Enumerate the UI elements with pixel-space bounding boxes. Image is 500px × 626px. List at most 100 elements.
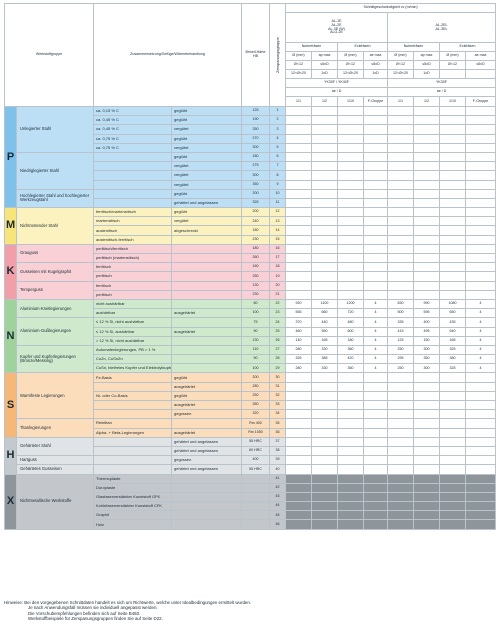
speed-value-cell: [311, 243, 338, 255]
speed-value-cell: 325: [285, 354, 312, 365]
zerspanungsgruppe-cell: 8: [269, 170, 286, 181]
table-row: N Aluminium-Knetlegierungen nicht aushärtb…: [4, 298, 496, 374]
eckfraesen-left: Eckfräsen: [337, 42, 388, 52]
speed-value-cell: [387, 133, 414, 144]
speed-value-cell: [337, 216, 364, 227]
speed-value-cell: [465, 464, 496, 475]
treatment-cell: [171, 482, 242, 493]
table-row: gehärtet und angelassen 60 HRC 38: [5, 445, 496, 457]
speed-value-cell: [363, 151, 388, 163]
table-row: Gusseisen mit Kugelgraphit ferritisch 160 1…: [5, 262, 496, 282]
speed-value-cell: [285, 289, 312, 300]
hardness-cell: 55 HRC: [241, 464, 270, 475]
speed-value-cell: [337, 519, 364, 530]
speed-value-cell: [387, 197, 414, 209]
speed-value-cell: [311, 491, 338, 503]
table-row: Niedriglegierter Stahl geglüht 180 6: [5, 151, 496, 190]
speed-value-cell: [413, 216, 440, 227]
speed-value-cell: [311, 234, 338, 245]
hardness-cell: 60: [241, 298, 270, 310]
composition-cell: ≤ 12 % Si, nicht aushärtbar: [93, 317, 172, 328]
speed-value-cell: [337, 142, 364, 153]
composition-cell: martensitisch: [93, 216, 172, 227]
table-row: Titanlegierungen Reintitan Rm 400 35: [5, 418, 496, 438]
speed-value-cell: [285, 436, 312, 447]
treatment-cell: vergütet: [171, 170, 242, 181]
speed-value-cell: [413, 151, 440, 163]
zerspanungsgruppe-cell: 23: [269, 308, 286, 319]
subgroup-name: Warmfeste Legierungen: [16, 372, 94, 420]
hardness-cell: 280: [241, 381, 270, 392]
speed-value-cell: 4: [465, 308, 496, 319]
hardness-cell: 90: [241, 354, 270, 365]
table-row: austenitisch abgeschreckt 180 14: [5, 225, 496, 236]
table-row: martensitisch vergütet 240 13: [5, 216, 496, 227]
composition-cell: [93, 161, 172, 172]
speed-value-cell: [363, 501, 388, 512]
speed-value-cell: [337, 252, 364, 264]
treatment-cell: gehärtet und angelassen: [171, 197, 242, 209]
speed-value-cell: [465, 381, 496, 392]
speed-value-cell: [337, 409, 364, 420]
group-letter: N: [4, 298, 17, 374]
speed-value-cell: [465, 436, 496, 447]
speed-value-cell: [285, 225, 312, 236]
treatment-cell: geglüht: [171, 133, 242, 144]
speed-value-cell: 660: [311, 308, 338, 319]
speed-value-cell: [387, 105, 414, 117]
col-ap: ap max: [413, 51, 440, 61]
subgroup-name: Nichtmetallische Werkstoffe: [16, 473, 94, 530]
treatment-cell: [171, 298, 242, 310]
zerspanungsgruppe-cell: 38: [269, 445, 286, 457]
col-ratio: 1/1: [387, 96, 414, 107]
composition-cell: [93, 445, 172, 457]
speed-value-cell: [337, 243, 364, 255]
speed-value-cell: [439, 170, 466, 181]
speed-value-cell: 990: [413, 298, 440, 310]
composition-cell: Thermoplaste: [93, 473, 172, 484]
treatment-cell: [171, 262, 242, 273]
treatment-cell: geglüht: [171, 115, 242, 126]
composition-cell: ferritisch/martensitisch: [93, 207, 172, 218]
speed-value-cell: 325: [439, 344, 466, 356]
col-ap: ap max: [311, 51, 338, 61]
footnote-line: Die Vorschubempfehlungen befinden sich a…: [28, 610, 141, 616]
speed-value-cell: [439, 280, 466, 291]
speed-value-cell: [413, 409, 440, 420]
speed-value-cell: [285, 161, 312, 172]
speed-value-cell: [311, 170, 338, 181]
speed-value-cell: [413, 280, 440, 291]
composition-cell: [93, 399, 172, 411]
hardness-cell: 400: [241, 455, 270, 466]
treatment-cell: geglüht: [171, 105, 242, 117]
zerspanungsgruppe-cell: 22: [269, 298, 286, 310]
speed-value-cell: [363, 464, 388, 475]
subgroup-name: Gehärtetes Gusseisen: [16, 464, 94, 475]
speed-value-cell: [387, 455, 414, 466]
subgroup-name: Hartguss: [16, 455, 94, 466]
subgroup-name: Temperguss: [16, 280, 94, 300]
treatment-cell: [171, 317, 242, 328]
speed-value-cell: 370: [285, 317, 312, 328]
composition-cell: [93, 179, 172, 190]
speed-value-cell: [439, 418, 466, 429]
speed-value-cell: [465, 225, 496, 236]
speed-value-cell: [337, 105, 364, 117]
speed-value-cell: [285, 197, 312, 209]
hardness-cell: 250: [241, 271, 270, 282]
header-werkstoffgruppe: Werkstoffgruppe: [4, 3, 94, 107]
col-ratio: 1/2: [311, 96, 338, 107]
col-d: Ø (mm): [439, 51, 466, 61]
cutting-data-table: Werkstoffgruppe Zusammensetzung/Gefüge/W…: [4, 3, 496, 530]
speed-value-cell: [337, 501, 364, 512]
speed-value-cell: [465, 445, 496, 457]
speed-value-cell: [387, 427, 414, 438]
speed-value-cell: [337, 124, 364, 135]
col-d: Ø (mm): [285, 51, 312, 61]
speed-value-cell: [311, 418, 338, 429]
col-ratio: 1/2: [413, 96, 440, 107]
speed-value-cell: 415: [387, 326, 414, 337]
speed-value-cell: [413, 197, 440, 209]
composition-cell: CuSn, bleifreies Kupfer und Elektrolytku…: [93, 363, 172, 374]
